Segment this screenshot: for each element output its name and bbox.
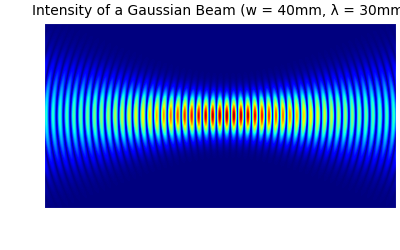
- X-axis label: x (mm): x (mm): [198, 233, 243, 246]
- Title: Intensity of a Gaussian Beam (w = 40mm, λ = 30mm): Intensity of a Gaussian Beam (w = 40mm, …: [32, 4, 400, 18]
